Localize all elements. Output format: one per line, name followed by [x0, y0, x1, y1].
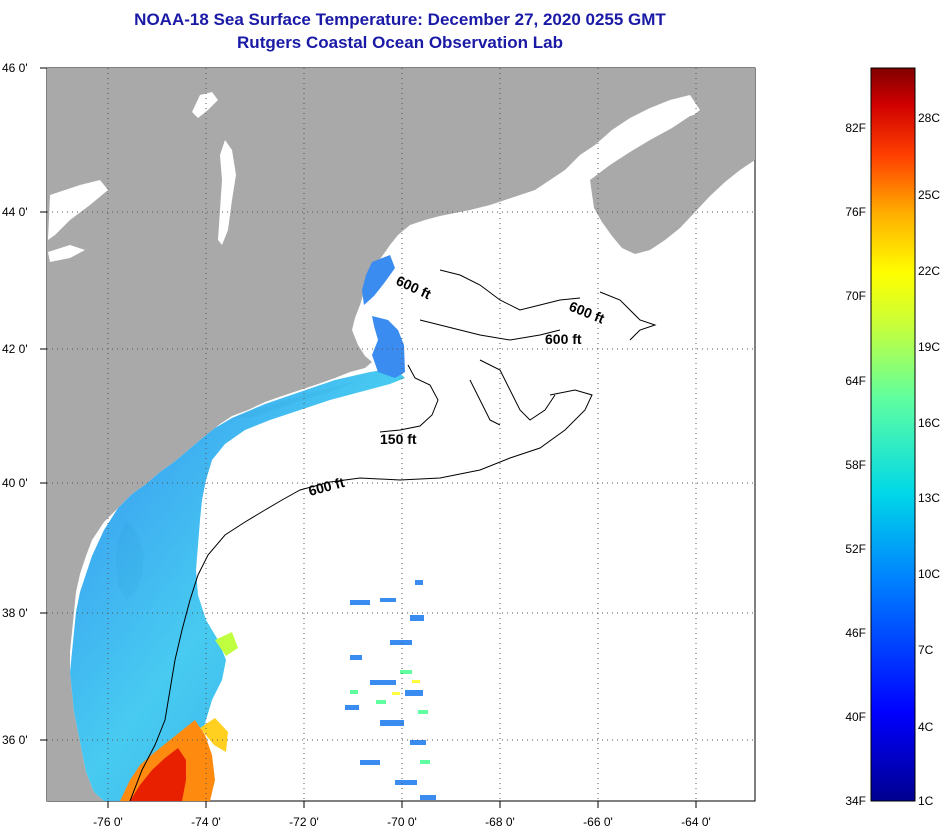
colorbar-f-label: 82F	[845, 121, 866, 135]
lat-label: 42 0'	[2, 342, 28, 356]
contour-label: 600 ft	[545, 331, 582, 347]
lon-label: -66 0'	[583, 815, 613, 829]
colorbar-celsius-labels: 28C 25C 22C 19C 16C 13C 10C 7C 4C 1C	[918, 111, 940, 808]
lon-label: -70 0'	[387, 815, 417, 829]
colorbar-f-label: 52F	[845, 542, 866, 556]
contour-label: 150 ft	[380, 431, 417, 447]
lat-label: 46 0'	[2, 61, 28, 75]
lon-label: -72 0'	[289, 815, 319, 829]
lon-label: -68 0'	[485, 815, 515, 829]
colorbar-fahrenheit-labels: 82F 76F 70F 64F 58F 52F 46F 40F 34F	[845, 121, 866, 808]
colorbar-f-label: 46F	[845, 626, 866, 640]
colorbar-c-label: 19C	[918, 340, 940, 354]
sst-offshore-patches	[345, 580, 436, 800]
lon-label: -76 0'	[93, 815, 123, 829]
colorbar-f-label: 64F	[845, 374, 866, 388]
lon-label: -64 0'	[681, 815, 711, 829]
colorbar-f-label: 70F	[845, 289, 866, 303]
colorbar-c-label: 22C	[918, 264, 940, 278]
colorbar-c-label: 1C	[918, 794, 934, 808]
colorbar-f-label: 34F	[845, 794, 866, 808]
lat-label: 44 0'	[2, 205, 28, 219]
sst-shelf-water	[70, 368, 405, 801]
land-mainland	[47, 68, 755, 801]
lat-label: 40 0'	[2, 476, 28, 490]
colorbar-c-label: 25C	[918, 188, 940, 202]
colorbar-f-label: 58F	[845, 458, 866, 472]
colorbar-c-label: 4C	[918, 720, 934, 734]
lon-label: -74 0'	[191, 815, 221, 829]
colorbar-c-label: 13C	[918, 491, 940, 505]
colorbar	[870, 67, 916, 802]
colorbar-f-label: 76F	[845, 205, 866, 219]
lat-label: 36 0'	[2, 733, 28, 747]
land-nova-scotia	[590, 112, 755, 254]
map-title: NOAA-18 Sea Surface Temperature: Decembe…	[134, 10, 666, 29]
lat-label: 38 0'	[2, 606, 28, 620]
colorbar-c-label: 7C	[918, 643, 934, 657]
graticule	[47, 68, 755, 801]
colorbar-c-label: 16C	[918, 416, 940, 430]
map-subtitle: Rutgers Coastal Ocean Observation Lab	[237, 33, 563, 52]
bathymetry-contours	[129, 269, 657, 801]
colorbar-c-label: 28C	[918, 111, 940, 125]
colorbar-c-label: 10C	[918, 567, 940, 581]
colorbar-f-label: 40F	[845, 710, 866, 724]
